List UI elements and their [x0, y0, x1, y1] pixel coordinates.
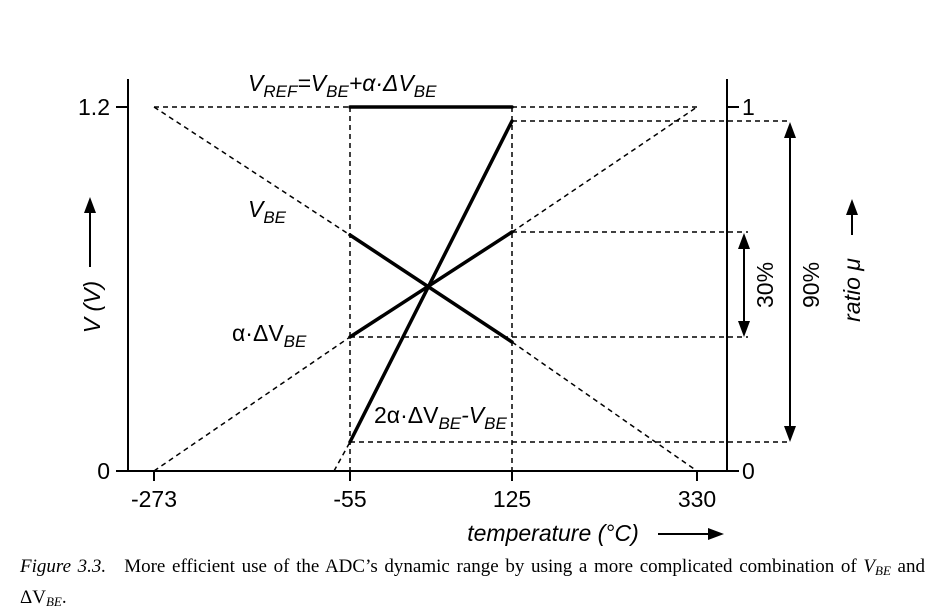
caption-text: More efficient use of the ADC’s dynamic …	[124, 556, 864, 577]
x-tick-label--273: -273	[131, 486, 177, 512]
right-axis-arrow	[846, 199, 858, 235]
caption-dv: ΔV	[20, 587, 46, 608]
range-30-arrow: 30%	[738, 233, 778, 337]
caption-be1: BE	[875, 563, 891, 578]
caption-be2: BE	[45, 594, 62, 609]
combo-dashed-left	[333, 441, 351, 472]
vbe-dashed-right	[511, 341, 698, 472]
solid-curves	[348, 105, 514, 444]
figure-number: Figure 3.3.	[20, 556, 107, 577]
x-axis-arrow	[658, 528, 724, 540]
left-tick-label-1.2: 1.2	[78, 94, 110, 120]
range-90-label: 90%	[798, 262, 824, 308]
alpha-dvbe-dashed-right	[511, 106, 698, 233]
figure-caption: Figure 3.3. More efficient use of the ADC…	[20, 553, 925, 615]
right-axis-label: ratio μ	[839, 258, 865, 322]
left-axis: 1.2 0 V (V)	[78, 79, 129, 484]
x-axis: -273 -55 125 330 temperature (°C)	[128, 470, 727, 546]
right-tick-label-0: 0	[742, 458, 755, 484]
combo-line	[348, 119, 514, 444]
range-30-label: 30%	[752, 262, 778, 308]
dashed-guides	[153, 106, 790, 472]
alpha-dvbe-label: α·ΔVBE	[232, 320, 307, 351]
vbe-label: VBE	[248, 196, 287, 227]
vbe-line	[348, 233, 514, 344]
alpha-dvbe-dashed-left	[153, 336, 351, 472]
x-tick-label-125: 125	[493, 486, 531, 512]
range-90-arrow: 90%	[784, 122, 824, 442]
right-axis: 1 0 ratio μ	[726, 79, 865, 484]
left-axis-arrow	[84, 197, 96, 267]
x-tick-label-330: 330	[678, 486, 716, 512]
left-tick-label-0: 0	[97, 458, 110, 484]
caption-v: V	[863, 556, 875, 577]
x-axis-label: temperature (°C)	[467, 520, 639, 546]
left-axis-label: V (V)	[79, 281, 105, 333]
vbe-dashed-left	[153, 106, 351, 236]
combo-label: 2α·ΔVBE-VBE	[374, 402, 507, 433]
right-tick-label-1: 1	[742, 94, 755, 120]
caption-end: .	[61, 587, 67, 608]
caption-and: and	[890, 556, 925, 577]
x-tick-label--55: -55	[333, 486, 366, 512]
vref-label: VREF=VBE+α·ΔVBE	[248, 70, 437, 101]
